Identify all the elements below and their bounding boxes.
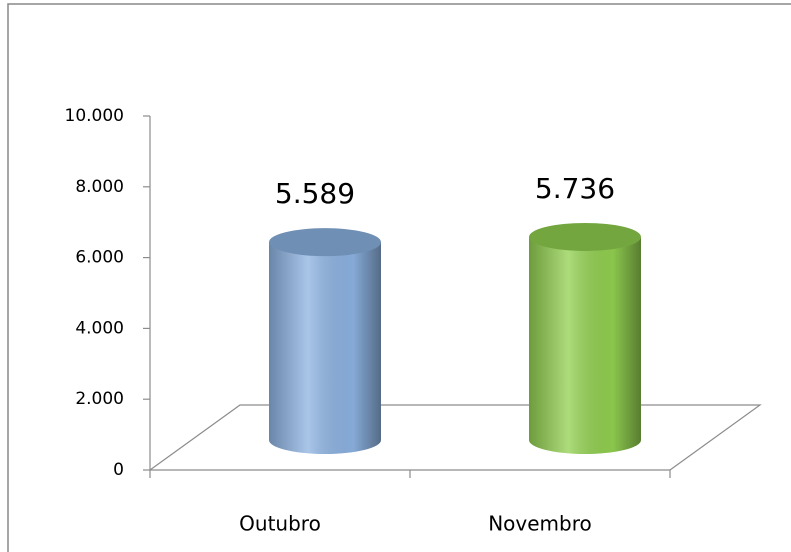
y-tick-label: 2.000 (75, 389, 124, 409)
cylinder-shading (269, 242, 381, 454)
floor-outline (149, 404, 762, 471)
y-tick-label: 10.000 (65, 106, 124, 126)
x-tick-label: Outubro (239, 512, 321, 536)
frame (7, 3, 791, 552)
y-tick-label: 0 (113, 460, 124, 480)
cylinder-shading (529, 236, 641, 454)
y-tick-label: 4.000 (75, 318, 124, 338)
cylinder-top-shade (529, 222, 641, 251)
cylinder-top-shade (269, 228, 381, 257)
value-label: 5.589 (275, 177, 355, 210)
y-tick-label: 6.000 (75, 248, 124, 268)
y-tick-label: 8.000 (75, 177, 124, 197)
cylinder-top (269, 228, 381, 257)
cylinder-top (529, 222, 641, 251)
floor (149, 404, 762, 471)
x-tick-label: Novembro (488, 512, 592, 536)
value-label: 5.736 (535, 172, 615, 205)
